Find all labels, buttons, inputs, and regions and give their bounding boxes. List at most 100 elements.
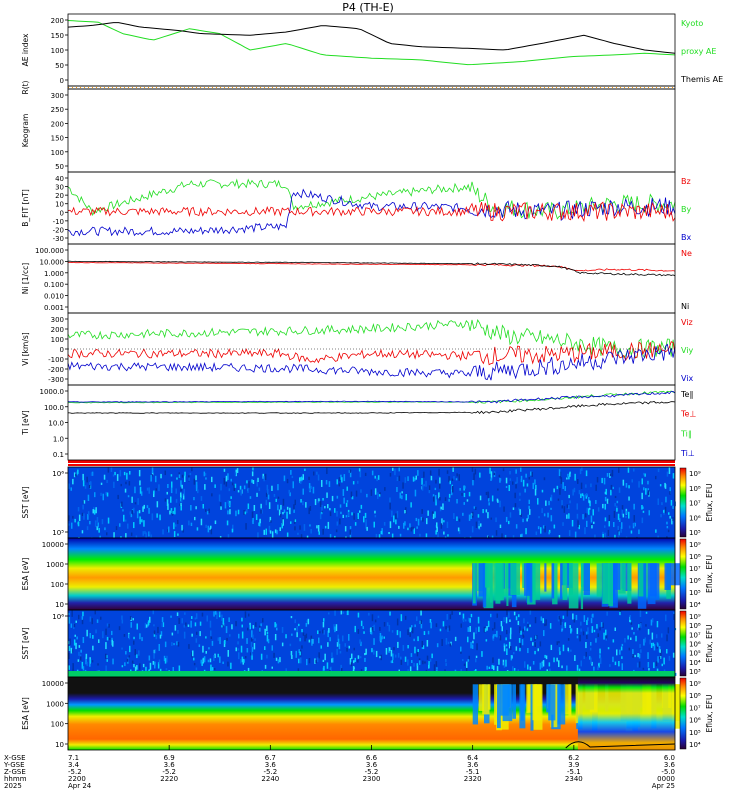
heatmap-cell xyxy=(343,497,345,504)
heatmap-cell xyxy=(396,618,399,626)
heatmap-cell xyxy=(219,637,221,645)
heatmap-cell xyxy=(593,521,595,524)
heatmap-cell xyxy=(286,511,288,519)
heatmap-cell xyxy=(178,474,181,479)
heatmap-cell xyxy=(373,649,375,655)
heatmap-cell xyxy=(337,634,339,641)
heatmap-cell xyxy=(206,615,208,622)
heatmap-cell xyxy=(585,642,587,649)
heatmap-cell xyxy=(219,612,222,616)
series-line xyxy=(67,261,676,272)
heatmap-cell xyxy=(213,611,215,617)
heatmap-cell xyxy=(564,623,566,627)
heatmap-cell xyxy=(540,527,542,534)
heatmap-cell xyxy=(553,657,555,663)
heatmap-cell xyxy=(271,531,274,539)
heatmap-cell xyxy=(322,629,324,634)
heatmap-cell xyxy=(618,518,621,522)
heatmap-cell xyxy=(210,525,212,529)
heatmap-stripe xyxy=(551,563,555,599)
heatmap-cell xyxy=(558,641,560,644)
heatmap-cell xyxy=(647,662,650,668)
heatmap-cell xyxy=(229,634,231,637)
heatmap-cell xyxy=(604,491,607,495)
y-tick-label: 100 xyxy=(51,149,64,157)
colorbar-tick-label: 10⁷ xyxy=(689,500,701,508)
heatmap-cell xyxy=(624,638,626,643)
heatmap-cell xyxy=(655,529,657,533)
heatmap-cell xyxy=(669,491,671,495)
heatmap-cell xyxy=(542,660,545,667)
heatmap-cell xyxy=(669,487,671,494)
heatmap-cell xyxy=(163,655,166,662)
heatmap-cell xyxy=(401,495,403,500)
heatmap-cell xyxy=(392,467,394,471)
heatmap-cell xyxy=(399,492,401,499)
heatmap-cell xyxy=(80,656,82,661)
heatmap-cell xyxy=(337,638,340,645)
heatmap-cell xyxy=(517,620,520,626)
heatmap-cell xyxy=(618,531,620,536)
heatmap-cell xyxy=(503,645,506,652)
heatmap-cell xyxy=(598,662,600,668)
heatmap-cell xyxy=(467,627,469,632)
heatmap-cell xyxy=(291,475,294,479)
heatmap-cell xyxy=(198,644,201,648)
heatmap-cell xyxy=(561,500,563,507)
heatmap-cell xyxy=(196,527,199,531)
heatmap-cell xyxy=(76,636,78,640)
heatmap-cell xyxy=(602,622,604,628)
heatmap-cell xyxy=(515,469,517,474)
heatmap-cell xyxy=(349,532,352,540)
heatmap-cell xyxy=(300,657,302,664)
heatmap-cell xyxy=(440,506,442,510)
heatmap-cell xyxy=(166,499,169,507)
heatmap-cell xyxy=(590,515,593,523)
heatmap-cell xyxy=(558,469,561,477)
heatmap-cell xyxy=(497,488,499,491)
heatmap-cell xyxy=(360,489,362,493)
heatmap-cell xyxy=(68,616,71,624)
sc-potential-line xyxy=(565,741,676,749)
heatmap-cell xyxy=(224,502,227,509)
heatmap-cell xyxy=(276,530,278,535)
heatmap-cell xyxy=(308,658,311,664)
heatmap-cell xyxy=(105,665,107,672)
heatmap-cell xyxy=(273,494,276,497)
heatmap-cell xyxy=(585,484,587,488)
heatmap-cell xyxy=(195,481,198,489)
heatmap-cell xyxy=(138,650,140,656)
legend-label: proxy AE xyxy=(681,47,716,56)
colorbar-tick-label: 10⁴ xyxy=(689,601,701,609)
heatmap-cell xyxy=(416,526,418,529)
heatmap-stripe xyxy=(524,563,531,596)
heatmap-cell xyxy=(71,649,74,653)
y-tick-label: 100 xyxy=(51,47,64,55)
heatmap-cell xyxy=(183,624,186,628)
heatmap-cell xyxy=(134,486,136,494)
heatmap-cell xyxy=(73,623,76,628)
heatmap-cell xyxy=(167,503,169,510)
heatmap-cell xyxy=(213,655,215,662)
heatmap-cell xyxy=(528,499,530,505)
heatmap-cell xyxy=(518,638,521,643)
heatmap-cell xyxy=(651,618,654,623)
heatmap-cell xyxy=(78,614,80,620)
heatmap-cell xyxy=(125,481,127,485)
heatmap-cell xyxy=(389,473,392,477)
heatmap-cell xyxy=(316,471,318,475)
heatmap-cell xyxy=(81,530,84,534)
x-tick-label: 3.6 xyxy=(164,761,176,769)
heatmap-cell xyxy=(112,474,115,477)
heatmap-cell xyxy=(666,521,668,525)
heatmap-cell xyxy=(641,478,643,485)
heatmap-cell xyxy=(89,616,92,622)
heatmap-cell xyxy=(405,507,407,514)
heatmap-cell xyxy=(360,641,362,647)
heatmap-cell xyxy=(475,506,477,510)
x-tick-label: 2200 xyxy=(68,775,86,783)
heatmap-cell xyxy=(306,620,308,623)
heatmap-cell xyxy=(147,620,150,626)
heatmap-cell xyxy=(438,468,440,476)
heatmap-cell xyxy=(353,660,355,664)
